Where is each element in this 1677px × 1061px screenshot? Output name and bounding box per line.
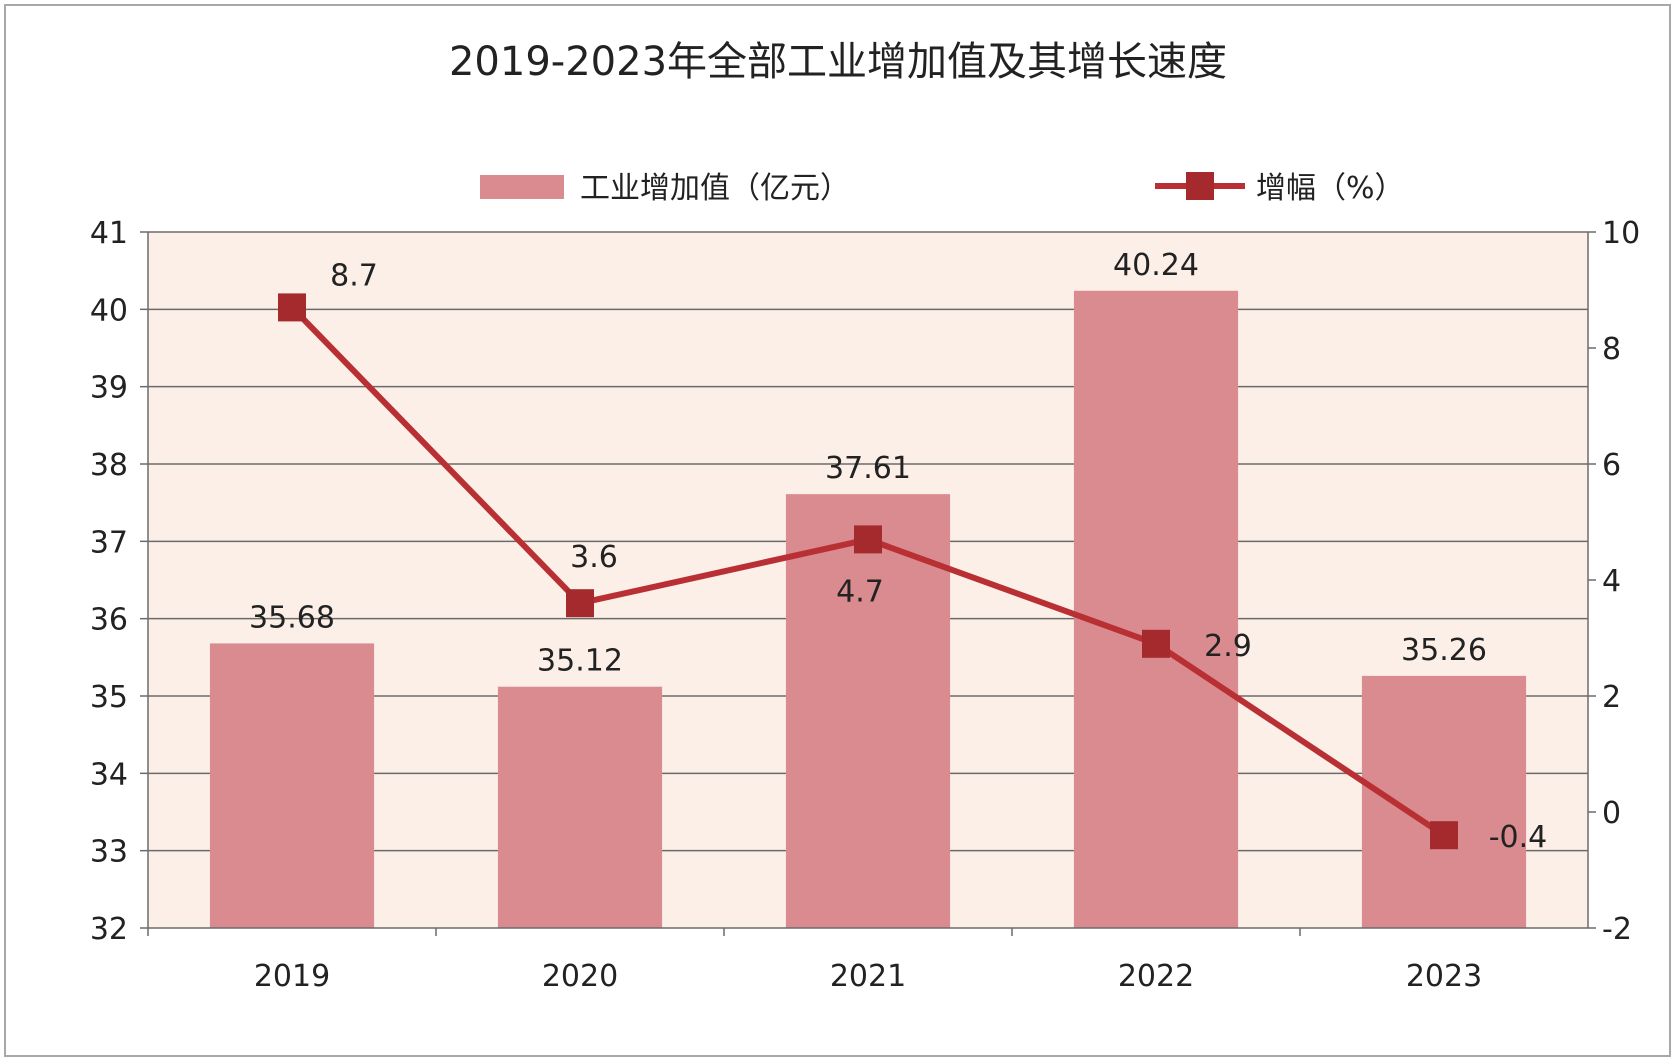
line-marker <box>1142 629 1170 658</box>
bar-value-label: 35.26 <box>1401 633 1487 668</box>
right-tick-label: 8 <box>1602 332 1621 367</box>
x-tick-label: 2022 <box>1118 959 1194 994</box>
line-marker <box>566 589 594 618</box>
bar-value-label: 35.68 <box>249 600 335 635</box>
right-tick-label: 2 <box>1602 680 1621 715</box>
legend-bar-swatch <box>480 175 564 199</box>
line-value-label: -0.4 <box>1489 820 1548 855</box>
x-tick-label: 2020 <box>542 959 618 994</box>
line-value-label: 3.6 <box>570 540 618 575</box>
line-marker <box>278 293 306 322</box>
legend-bar-label: 工业增加值（亿元） <box>580 171 850 206</box>
right-tick-label: 4 <box>1602 564 1621 599</box>
left-tick-label: 32 <box>90 912 128 947</box>
line-marker <box>854 525 882 554</box>
line-value-label: 4.7 <box>836 574 884 609</box>
right-tick-label: 10 <box>1602 216 1640 251</box>
bar-value-label: 35.12 <box>537 644 623 679</box>
line-value-label: 8.7 <box>330 258 378 293</box>
right-tick-label: 6 <box>1602 448 1621 483</box>
left-tick-label: 36 <box>90 603 128 638</box>
left-tick-label: 41 <box>90 216 128 251</box>
legend: 工业增加值（亿元） 增幅（%） <box>480 171 1405 206</box>
bar-value-label: 37.61 <box>825 451 911 486</box>
bar <box>497 686 663 928</box>
x-tick-label: 2021 <box>830 959 906 994</box>
bar <box>785 494 951 928</box>
left-tick-label: 35 <box>90 680 128 715</box>
legend-line-marker <box>1186 172 1214 200</box>
bar <box>209 643 375 928</box>
left-tick-label: 37 <box>90 525 128 560</box>
line-marker <box>1430 821 1458 850</box>
bar-series <box>209 290 1527 929</box>
x-tick-label: 2019 <box>254 959 330 994</box>
left-tick-label: 34 <box>90 757 128 792</box>
bar <box>1073 290 1239 929</box>
bar-value-label: 40.24 <box>1113 248 1199 283</box>
line-series <box>278 293 1458 850</box>
bar <box>1361 675 1527 928</box>
axes: 32 33 34 35 36 37 38 39 40 41 -2 0 2 4 6 8 10 2019 2020 202… <box>90 216 1640 994</box>
left-tick-label: 39 <box>90 371 128 406</box>
right-tick-label: -2 <box>1602 912 1632 947</box>
right-tick-label: 0 <box>1602 796 1621 831</box>
data-labels: 35.68 35.12 37.61 40.24 35.26 8.7 3.6 4.7 2.9 -0.… <box>249 248 1547 855</box>
left-tick-label: 33 <box>90 835 128 870</box>
chart-title: 2019-2023年全部工业增加值及其增长速度 <box>449 39 1227 85</box>
x-tick-label: 2023 <box>1406 959 1482 994</box>
left-tick-label: 40 <box>90 293 128 328</box>
line-value-label: 2.9 <box>1204 629 1252 664</box>
left-tick-label: 38 <box>90 448 128 483</box>
legend-line-label: 增幅（%） <box>1256 171 1405 206</box>
